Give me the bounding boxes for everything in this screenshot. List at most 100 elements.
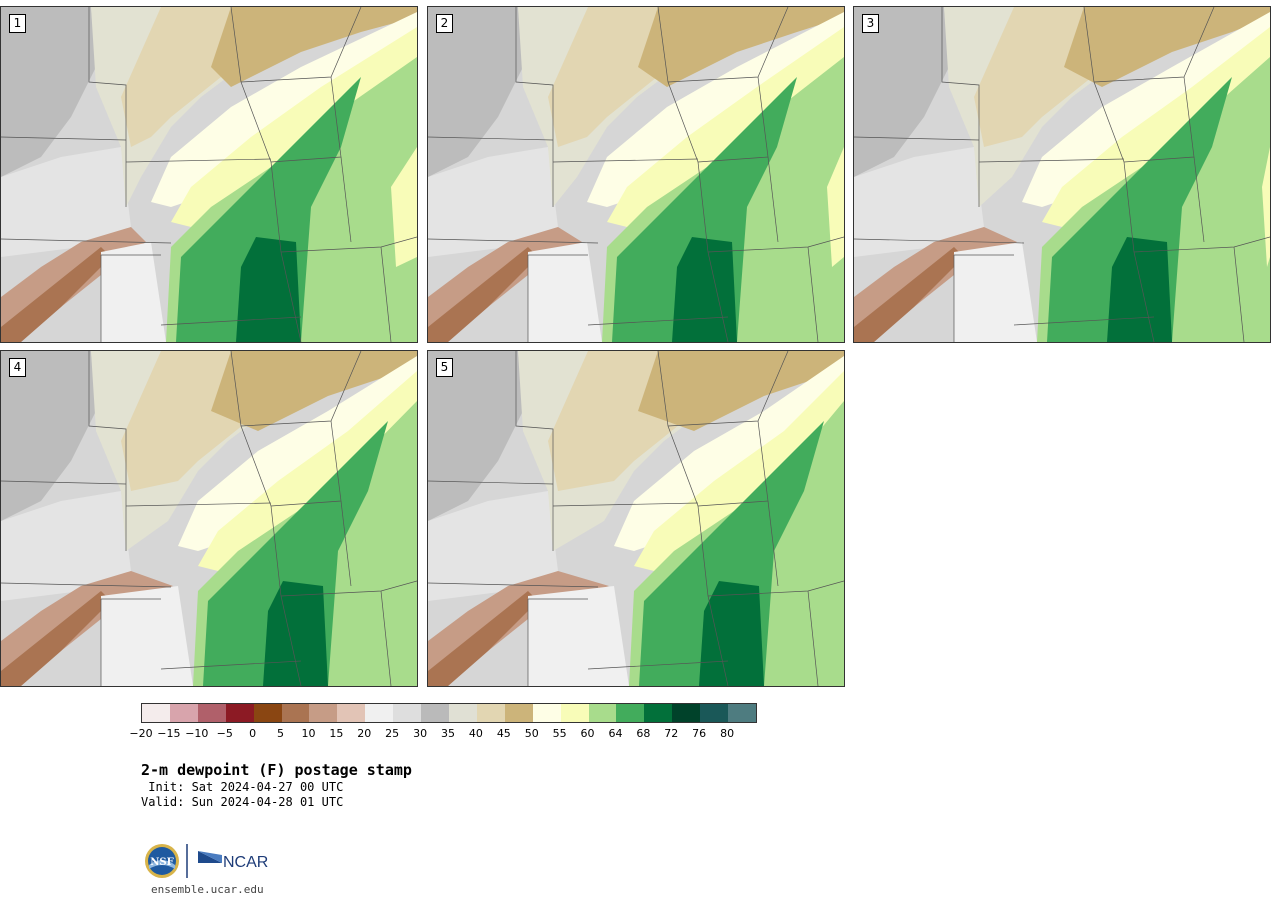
colorbar-swatch <box>142 704 170 722</box>
colorbar-swatch <box>700 704 729 722</box>
colorbar-tick-label: 45 <box>496 727 511 740</box>
state-border <box>1013 316 1155 326</box>
state-border <box>807 246 819 342</box>
dewpoint-64s <box>639 421 824 686</box>
dewpoint-map-1 <box>1 7 417 342</box>
dewpoint-20s <box>101 242 166 342</box>
state-border <box>941 7 980 207</box>
logos: NSF NCAR <box>145 844 268 878</box>
terrain-gray <box>854 7 949 177</box>
state-border <box>88 351 127 551</box>
state-border <box>1 238 172 244</box>
colorbar-tick-label: 5 <box>277 727 285 740</box>
colorbar-tick-label: 30 <box>413 727 428 740</box>
dewpoint-map-3 <box>854 7 1270 342</box>
dewpoint-50s <box>178 356 417 551</box>
dewpoint-5s <box>428 591 538 686</box>
colorbar-tick-label: 80 <box>720 727 735 740</box>
colorbar-swatch <box>309 704 338 722</box>
nsf-logo-icon: NSF <box>145 844 179 878</box>
footer-url: ensemble.ucar.edu <box>151 883 264 896</box>
colorbar-tick-label: 64 <box>608 727 623 740</box>
colorbar-swatch <box>393 704 422 722</box>
colorbar-tick-label: −15 <box>157 727 181 740</box>
state-border <box>428 136 554 141</box>
panel-number-1: 1 <box>9 14 26 33</box>
state-border <box>807 590 819 686</box>
state-border <box>1233 246 1245 342</box>
state-border <box>125 502 272 507</box>
state-border <box>340 500 352 587</box>
ncar-logo-icon: NCAR <box>198 851 268 871</box>
postage-stamp-map-2: 2 <box>427 6 845 343</box>
state-border <box>380 246 392 342</box>
state-border <box>527 598 588 686</box>
dewpoint-45s <box>211 7 417 87</box>
postage-stamp-map-3: 3 <box>853 6 1271 343</box>
colorbar-tick-label: −20 <box>129 727 153 740</box>
terrain-gray <box>1 7 96 177</box>
dewpoint-68s <box>699 581 764 686</box>
dewpoint-55s-east <box>1262 147 1270 267</box>
terrain-light <box>428 147 558 257</box>
dewpoint-45s <box>211 351 417 431</box>
dewpoint-5s <box>1 591 111 686</box>
colorbar-tick-label: 15 <box>329 727 344 740</box>
dewpoint-map-5 <box>428 351 844 686</box>
dewpoint-45s <box>638 351 844 431</box>
colorbar-tick-labels: −20 −15 −10 −5 0 5 10 15 20 25 30 35 40 45 50 55 60 64 68 7… <box>129 727 755 743</box>
colorbar-tick-label: −5 <box>216 727 233 740</box>
dewpoint-45s <box>638 7 844 87</box>
colorbar-tick-label: 25 <box>385 727 400 740</box>
colorbar-tick-label: 50 <box>524 727 539 740</box>
state-border <box>978 158 1125 163</box>
terrain-light <box>1 491 131 601</box>
dewpoint-55s-east <box>827 147 844 267</box>
colorbar-tick-label: 68 <box>636 727 651 740</box>
state-border <box>527 254 588 342</box>
dewpoint-5s <box>854 247 964 342</box>
colorbar-swatch <box>728 704 756 722</box>
state-border <box>854 136 980 141</box>
dewpoint-64s <box>1047 77 1232 342</box>
dewpoint-45s <box>1064 7 1270 87</box>
state-border <box>125 158 272 163</box>
dewpoint-68s <box>672 237 737 342</box>
dewpoint-55s <box>198 371 417 571</box>
dewpoint-64s <box>176 77 361 342</box>
colorbar-tick-label: 55 <box>552 727 567 740</box>
dewpoint-5s <box>1 247 111 342</box>
colorbar-tick-label: 40 <box>468 727 483 740</box>
dewpoint-64s <box>612 77 797 342</box>
dewpoint-map-2 <box>428 7 844 342</box>
dewpoint-55s <box>1042 27 1270 227</box>
dewpoint-50s <box>587 12 844 207</box>
colorbar-tick-label: 0 <box>249 727 257 740</box>
colorbar-swatch <box>281 704 310 722</box>
terrain-light <box>854 147 984 257</box>
state-border <box>552 502 699 507</box>
colorbar-swatch <box>504 704 533 722</box>
dewpoint-50s <box>1022 12 1270 207</box>
state-border <box>428 238 599 244</box>
state-border <box>1193 156 1205 243</box>
valid-time: Valid: Sun 2024-04-28 01 UTC <box>141 795 344 809</box>
colorbar-tick-label: 76 <box>692 727 707 740</box>
state-border <box>88 7 127 207</box>
state-border <box>100 254 161 342</box>
state-border <box>428 480 554 485</box>
panel-number-5: 5 <box>436 358 453 377</box>
colorbar-swatch <box>672 704 701 722</box>
postage-stamp-map-5: 5 <box>427 350 845 687</box>
dewpoint-68s <box>1107 237 1172 342</box>
terrain-gray <box>1 351 96 521</box>
panel-number-2: 2 <box>436 14 453 33</box>
colorbar-tick-label: 35 <box>441 727 455 740</box>
dewpoint-50s <box>614 356 844 551</box>
state-border <box>100 598 161 686</box>
state-border <box>340 156 352 243</box>
dewpoint-colorbar <box>141 703 757 723</box>
state-border <box>515 7 554 207</box>
colorbar-swatch <box>169 704 198 722</box>
state-border <box>160 316 302 326</box>
